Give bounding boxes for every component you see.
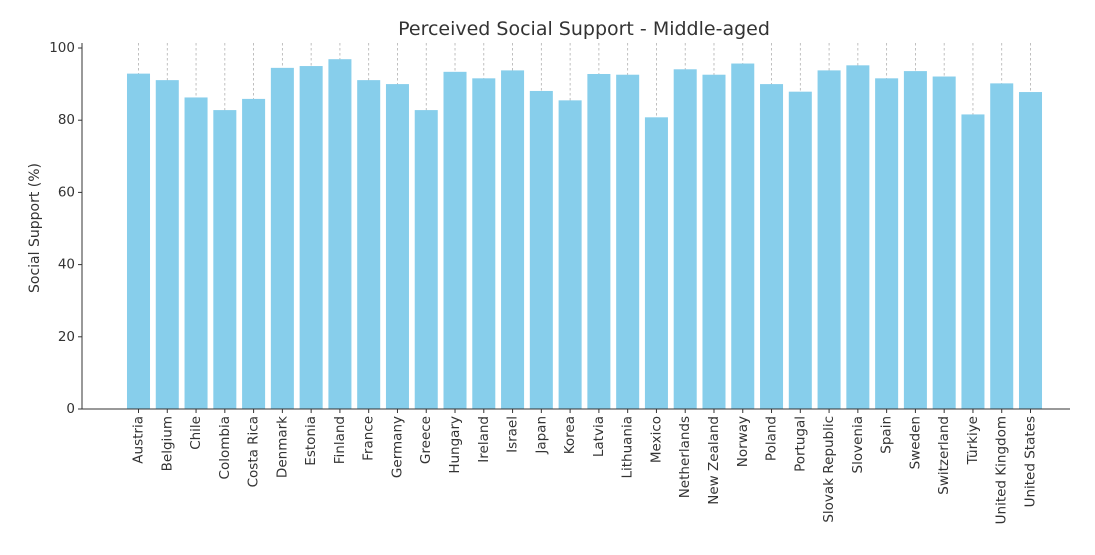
bar bbox=[587, 73, 611, 409]
bar bbox=[702, 74, 726, 410]
x-tick-label: Portugal bbox=[792, 416, 808, 472]
bar bbox=[846, 65, 870, 409]
x-tick-label: Finland bbox=[332, 416, 348, 464]
bar bbox=[903, 71, 927, 409]
bar bbox=[961, 114, 985, 409]
x-tick-label: Türkiye bbox=[965, 416, 981, 465]
y-ticks: 0 20 40 60 80 100 bbox=[49, 40, 82, 417]
x-tick-label: Denmark bbox=[274, 416, 290, 478]
bar bbox=[472, 78, 496, 409]
bar bbox=[126, 73, 151, 410]
x-tick-label: Greece bbox=[418, 416, 434, 464]
x-tick-label: Lithuania bbox=[620, 416, 636, 479]
bar bbox=[529, 90, 553, 410]
bars bbox=[126, 59, 1043, 410]
y-tick-label: 60 bbox=[58, 184, 75, 200]
bar bbox=[731, 63, 755, 409]
bar bbox=[932, 76, 956, 410]
x-tick-label: Korea bbox=[562, 416, 578, 454]
bar bbox=[644, 117, 668, 409]
x-tick-label: United States bbox=[1023, 416, 1039, 507]
x-tick-label: Poland bbox=[764, 416, 780, 461]
x-tick-label: Estonia bbox=[303, 416, 319, 466]
y-tick-label: 80 bbox=[58, 112, 75, 128]
bar bbox=[875, 78, 899, 409]
y-tick-label: 100 bbox=[49, 40, 75, 56]
y-tick-label: 20 bbox=[58, 329, 75, 345]
x-tick-label: Germany bbox=[389, 416, 405, 478]
bar bbox=[414, 110, 438, 409]
chart-title: Perceived Social Support - Middle-aged bbox=[398, 18, 770, 40]
bar bbox=[299, 66, 323, 410]
x-tick-label: Latvia bbox=[591, 416, 607, 457]
bar bbox=[328, 59, 352, 409]
x-tick-label: Switzerland bbox=[936, 416, 952, 495]
bar bbox=[990, 83, 1014, 410]
x-tick-label: Austria bbox=[131, 416, 147, 464]
x-tick-label: Japan bbox=[533, 416, 549, 455]
x-tick-label: Hungary bbox=[447, 416, 463, 474]
x-tick-label: Norway bbox=[735, 416, 751, 467]
bar bbox=[1018, 92, 1043, 410]
x-tick-label: New Zealand bbox=[706, 416, 722, 505]
axes bbox=[81, 43, 1070, 410]
x-tick-label: Slovak Republic bbox=[821, 416, 837, 523]
x-tick-label: Mexico bbox=[648, 416, 664, 463]
x-tick-label: France bbox=[361, 416, 377, 461]
x-tick-label: Ireland bbox=[476, 416, 492, 463]
x-tick-label: Chile bbox=[188, 416, 204, 450]
bar bbox=[184, 97, 208, 409]
bar bbox=[558, 100, 582, 409]
bar bbox=[385, 84, 409, 409]
x-tick-label: Netherlands bbox=[677, 416, 693, 498]
bar bbox=[673, 69, 697, 409]
x-tick-label: Colombia bbox=[217, 416, 233, 479]
x-tick-label: Costa Rica bbox=[246, 416, 262, 487]
y-axis-label: Social Support (%) bbox=[27, 163, 43, 293]
bar bbox=[817, 70, 841, 409]
y-tick-label: 40 bbox=[58, 257, 75, 273]
x-tick-label: Israel bbox=[505, 416, 521, 453]
y-tick-label: 0 bbox=[66, 401, 75, 417]
bar bbox=[242, 98, 266, 409]
bar bbox=[443, 71, 467, 410]
bar bbox=[616, 74, 640, 410]
x-tick-label: Slovenia bbox=[850, 416, 866, 473]
x-tick-label: United Kingdom bbox=[994, 416, 1010, 524]
bar bbox=[357, 80, 381, 409]
x-tick-label: Spain bbox=[879, 416, 895, 454]
bar bbox=[501, 70, 525, 409]
x-tick-label: Belgium bbox=[159, 416, 175, 471]
bar bbox=[788, 91, 812, 409]
bar bbox=[213, 110, 237, 409]
x-tick-label: Sweden bbox=[907, 416, 923, 469]
x-ticks: Austria Belgium Chile Colombia Costa Rica Den… bbox=[131, 409, 1039, 524]
bar bbox=[270, 67, 294, 409]
bar bbox=[155, 80, 179, 409]
bar bbox=[760, 84, 784, 409]
